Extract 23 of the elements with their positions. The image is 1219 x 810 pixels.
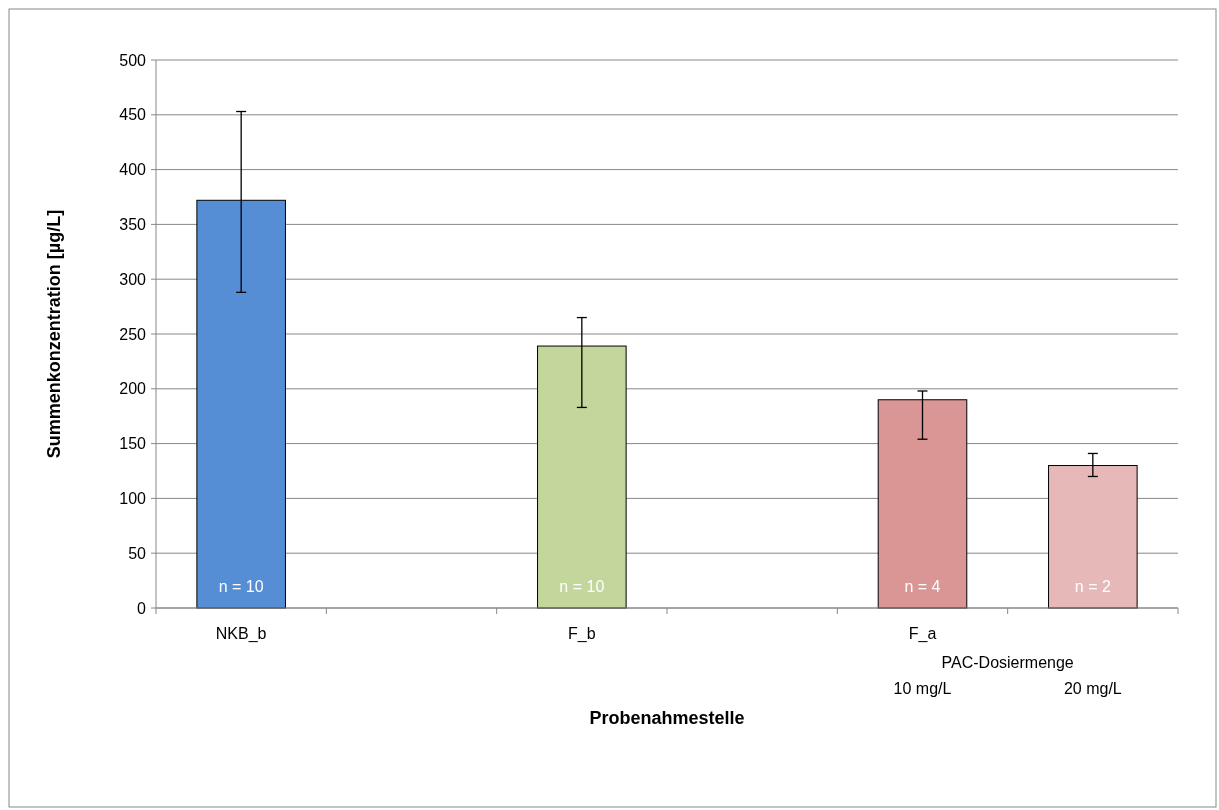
annotation: n = 10: [218, 578, 264, 595]
y-tick-label: 0: [137, 599, 147, 617]
y-tick-label: 50: [128, 544, 147, 562]
text: PAC-Dosiermenge: [941, 654, 1074, 671]
y-tick-label: 200: [119, 380, 147, 398]
y-tick-label: 150: [119, 435, 147, 453]
annotation: n = 4: [904, 578, 941, 595]
y-tick-label: 450: [119, 106, 147, 124]
x-axis-title: Probenahmestelle: [589, 708, 745, 728]
text: 10 mg/L: [893, 680, 952, 697]
annotation: n = 2: [1074, 578, 1111, 595]
y-tick-label: 350: [119, 216, 147, 233]
y-tick-label: 300: [119, 270, 147, 288]
x-tick-label: NKB_b: [215, 625, 267, 643]
x-tick-label: F_a: [908, 625, 937, 643]
text: 20 mg/L: [1063, 680, 1122, 697]
y-tick-label: 100: [119, 490, 147, 507]
y-tick-label: 400: [119, 161, 147, 179]
y-axis-title: Summenkonzentration [µg/L]: [44, 209, 64, 459]
y-tick-label: 250: [119, 325, 147, 343]
y-tick-label: 500: [119, 51, 147, 69]
annotation: n = 10: [559, 578, 605, 595]
x-tick-label: F_b: [568, 625, 596, 643]
